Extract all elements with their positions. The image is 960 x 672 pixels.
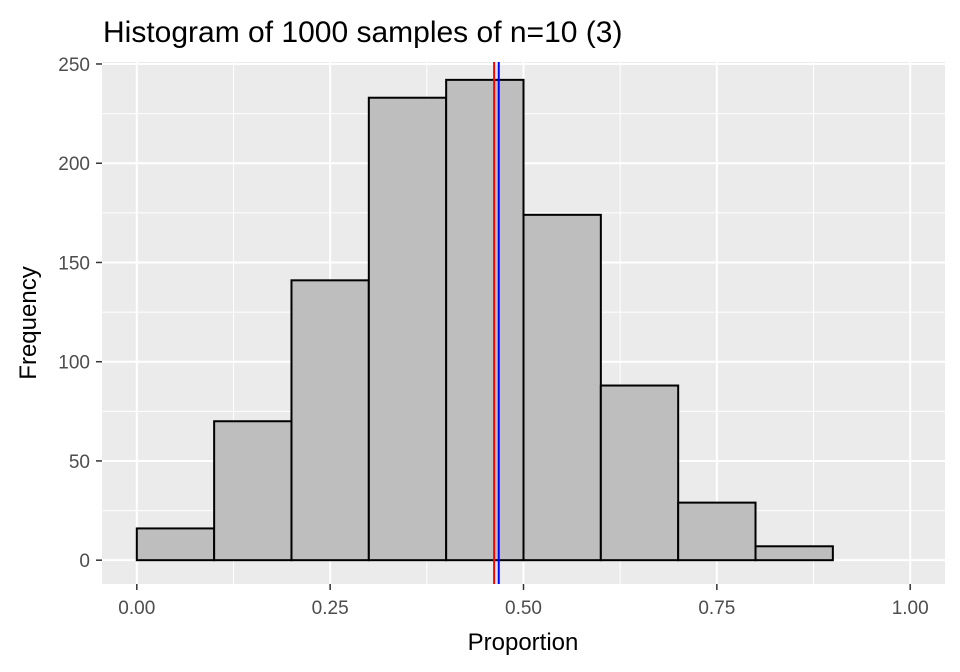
histogram-bar [135, 527, 216, 562]
x-tick-label: 1.00 [892, 598, 929, 619]
x-tick-label: 0.50 [505, 598, 542, 619]
bars [135, 78, 834, 562]
y-axis: 0 50 100 150 200 250 [58, 55, 102, 572]
y-axis-label: Frequency [15, 266, 42, 379]
histogram-bar [290, 279, 370, 562]
reference-lines [493, 62, 500, 584]
y-tick-label: 50 [69, 452, 90, 473]
histogram-bar [445, 78, 525, 562]
x-axis-label: Proportion [468, 629, 579, 656]
histogram-bar [367, 96, 448, 562]
histogram-bar [522, 213, 602, 562]
histogram-bar [599, 384, 680, 562]
x-tick-label: 0.25 [312, 598, 349, 619]
y-tick-label: 200 [58, 154, 90, 175]
histogram-bar [754, 545, 834, 562]
chart-title: Histogram of 1000 samples of n=10 (3) [103, 16, 622, 49]
x-tick-label: 0.75 [698, 598, 735, 619]
x-axis: 0.00 0.25 0.50 0.75 1.00 [118, 584, 929, 619]
y-tick-label: 100 [58, 353, 90, 374]
x-tick-label: 0.00 [118, 598, 155, 619]
histogram-bar [213, 420, 293, 562]
y-tick-label: 250 [58, 55, 90, 76]
y-tick-label: 0 [79, 551, 90, 572]
histogram-bar [677, 501, 757, 562]
y-tick-label: 150 [58, 253, 90, 274]
